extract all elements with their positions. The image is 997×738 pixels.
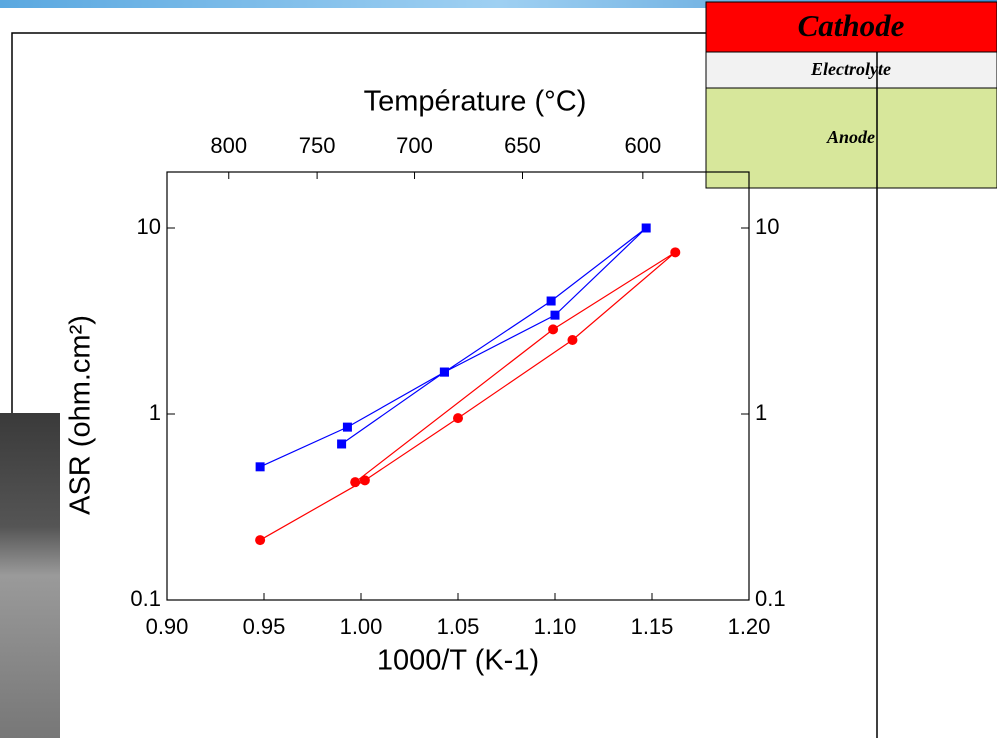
anode-layer bbox=[705, 87, 997, 189]
marker bbox=[350, 477, 361, 488]
cathode-layer bbox=[705, 1, 997, 53]
marker bbox=[359, 475, 370, 486]
x-axis-title: 1000/T (K-1) bbox=[377, 645, 539, 677]
y-tick-label: 0.1 bbox=[130, 586, 161, 611]
x-tick-label: 1.05 bbox=[437, 614, 480, 639]
chart: 1000/T (K-1) Température (°C) ASR (ohm.c… bbox=[65, 86, 786, 677]
layer-label: Anode bbox=[826, 127, 875, 147]
header-strip bbox=[0, 0, 997, 8]
x2-tick-label: 800 bbox=[210, 133, 247, 158]
x-tick-label: 1.00 bbox=[340, 614, 383, 639]
y-axis-title: ASR (ohm.cm²) bbox=[65, 315, 97, 515]
marker bbox=[546, 296, 556, 306]
x2-tick-label: 750 bbox=[299, 133, 336, 158]
y2-tick-label: 10 bbox=[755, 214, 779, 239]
x-tick-label: 1.10 bbox=[534, 614, 577, 639]
marker bbox=[255, 462, 265, 472]
x-tick-label: 1.15 bbox=[631, 614, 674, 639]
marker bbox=[255, 535, 266, 546]
marker bbox=[567, 334, 578, 345]
marker bbox=[439, 367, 449, 377]
series-line bbox=[259, 251, 676, 541]
series-line bbox=[259, 227, 647, 468]
y-tick-label: 10 bbox=[137, 214, 161, 239]
y2-tick-label: 0.1 bbox=[755, 586, 786, 611]
sem-image bbox=[0, 413, 60, 738]
marker bbox=[670, 247, 681, 258]
layer-label: Cathode bbox=[798, 8, 905, 43]
marker bbox=[337, 439, 347, 449]
x-tick-label: 0.90 bbox=[146, 614, 189, 639]
x-tick-label: 0.95 bbox=[243, 614, 286, 639]
x2-axis-title: Température (°C) bbox=[364, 86, 587, 118]
x2-tick-label: 650 bbox=[504, 133, 541, 158]
frame bbox=[11, 32, 706, 413]
marker bbox=[550, 310, 560, 320]
y2-tick-label: 1 bbox=[755, 400, 767, 425]
electrolyte-layer bbox=[705, 51, 997, 89]
marker bbox=[548, 324, 559, 335]
marker bbox=[641, 223, 651, 233]
y-tick-label: 1 bbox=[149, 400, 161, 425]
layer-label: Electrolyte bbox=[810, 59, 891, 79]
x2-tick-label: 700 bbox=[396, 133, 433, 158]
plot-frame bbox=[166, 171, 750, 601]
x2-tick-label: 600 bbox=[624, 133, 661, 158]
marker bbox=[453, 413, 463, 424]
marker bbox=[342, 422, 352, 432]
x-tick-label: 1.20 bbox=[728, 614, 771, 639]
